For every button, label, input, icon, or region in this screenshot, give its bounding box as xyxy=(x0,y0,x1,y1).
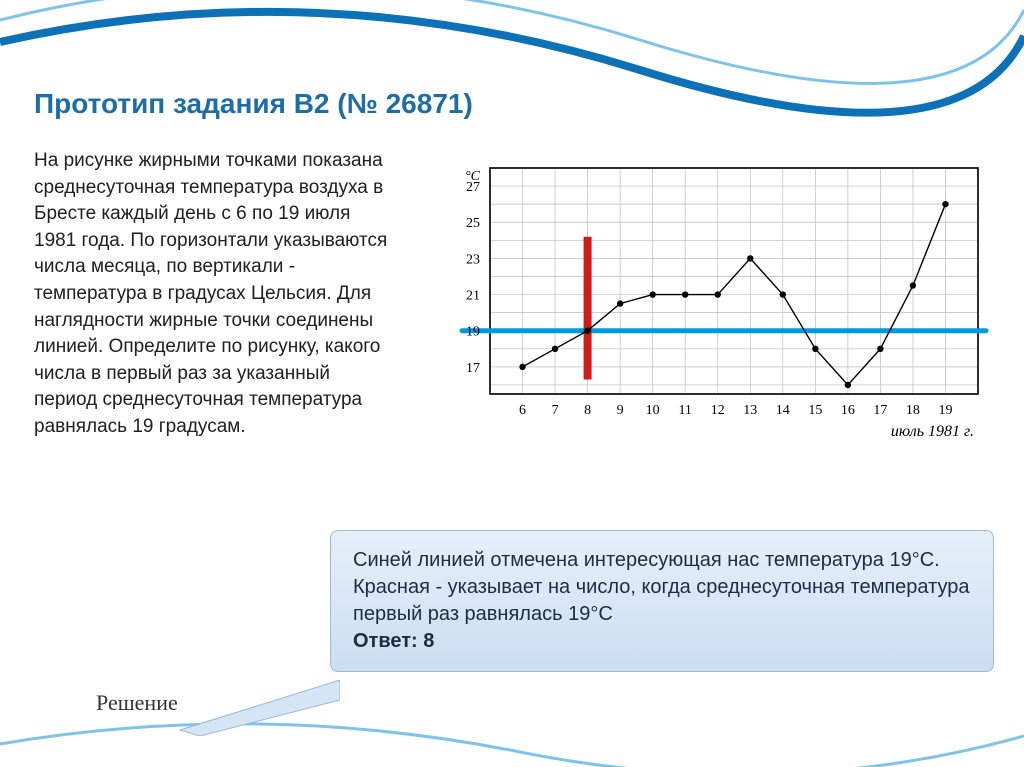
svg-text:июль 1981 г.: июль 1981 г. xyxy=(891,423,974,440)
svg-text:19: 19 xyxy=(466,325,480,340)
page-title: Прототип задания B2 (№ 26871) xyxy=(34,88,473,120)
svg-text:23: 23 xyxy=(466,252,480,267)
svg-text:10: 10 xyxy=(646,403,660,418)
svg-text:18: 18 xyxy=(906,403,920,418)
svg-text:16: 16 xyxy=(841,403,855,418)
svg-text:13: 13 xyxy=(743,403,757,418)
solution-label: Решение xyxy=(96,690,178,716)
svg-text:9: 9 xyxy=(617,403,624,418)
answer-label: Ответ: xyxy=(353,630,418,652)
svg-text:6: 6 xyxy=(519,403,526,418)
temperature-chart: 171921232527°C678910111213141516171819ию… xyxy=(430,156,990,456)
svg-text:25: 25 xyxy=(466,216,480,231)
svg-text:7: 7 xyxy=(552,403,559,418)
callout-tail-icon xyxy=(170,680,340,736)
svg-text:17: 17 xyxy=(873,403,887,418)
svg-text:12: 12 xyxy=(711,403,725,418)
answer-value: 8 xyxy=(423,630,434,652)
svg-text:21: 21 xyxy=(466,289,480,304)
problem-text: На рисунке жирными точками показана сред… xyxy=(34,148,394,441)
svg-text:19: 19 xyxy=(938,403,952,418)
svg-text:8: 8 xyxy=(584,403,591,418)
svg-text:°C: °C xyxy=(465,169,481,184)
svg-text:11: 11 xyxy=(678,403,691,418)
svg-text:17: 17 xyxy=(466,361,480,376)
svg-text:15: 15 xyxy=(808,403,822,418)
callout-text: Синей линией отмечена интересующая нас т… xyxy=(353,549,970,625)
explanation-callout: Синей линией отмечена интересующая нас т… xyxy=(330,530,994,672)
svg-text:14: 14 xyxy=(776,403,790,418)
